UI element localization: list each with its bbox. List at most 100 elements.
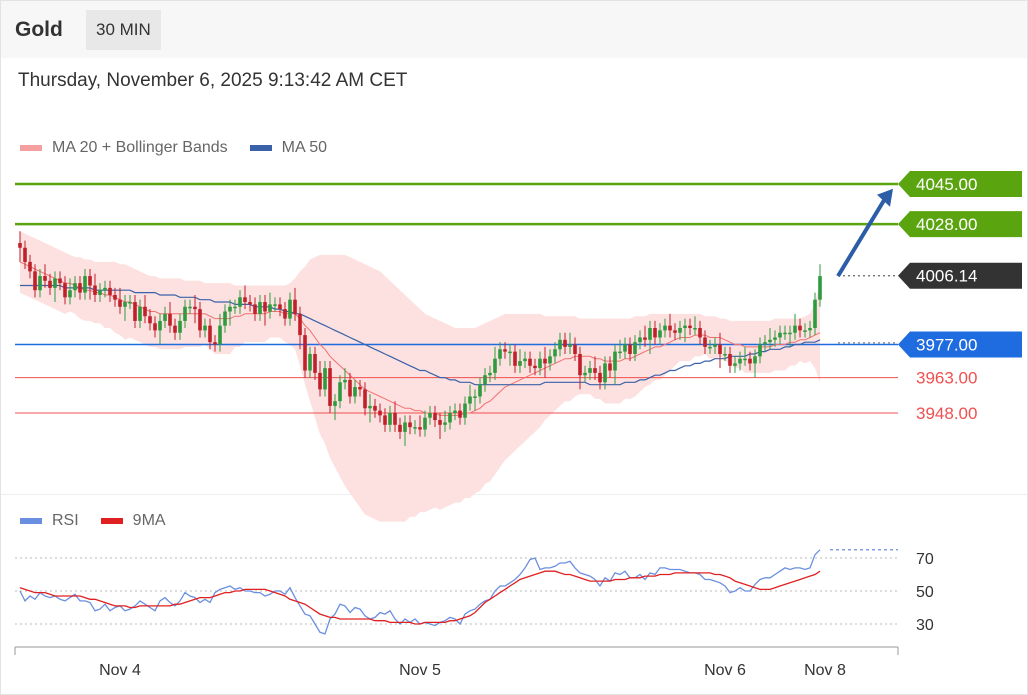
candle-body — [788, 332, 792, 335]
candle-body — [688, 325, 692, 329]
candle-body — [558, 339, 562, 350]
candle-body — [273, 304, 277, 306]
candle-body — [43, 276, 47, 281]
candle-body — [588, 368, 592, 373]
candle-body — [38, 276, 42, 291]
candle-body — [703, 337, 707, 347]
candle-body — [193, 306, 197, 310]
candle-body — [518, 361, 522, 366]
level-tag: 4028.00 — [898, 211, 1022, 238]
target-arrow-head — [877, 188, 893, 207]
candle-body — [523, 358, 527, 362]
candle-body — [543, 358, 547, 364]
legend-item-bollinger: MA 20 + Bollinger Bands — [20, 139, 228, 157]
instrument-title: Gold — [15, 18, 63, 41]
candle-body — [413, 427, 417, 429]
candle-body — [183, 306, 187, 321]
candle-body — [768, 339, 772, 343]
candle-body — [318, 372, 322, 390]
legend-swatch-rsi — [20, 518, 42, 524]
candle-body — [728, 353, 732, 366]
candle-body — [578, 353, 582, 376]
candle-body — [328, 368, 332, 406]
candle-body — [128, 302, 132, 304]
candle-body — [628, 344, 632, 354]
candle-body — [613, 351, 617, 371]
candle-body — [568, 344, 572, 347]
candle-body — [238, 297, 242, 307]
candle-body — [763, 342, 767, 345]
candle-body — [218, 325, 222, 345]
candle-body — [168, 313, 172, 326]
candle-body — [458, 410, 462, 418]
candle-body — [253, 304, 257, 314]
candle-body — [388, 413, 392, 425]
candle-body — [553, 349, 557, 357]
candle-body — [178, 320, 182, 333]
level-tag-bg — [898, 171, 1022, 197]
legend-label-rsi-ma: 9MA — [132, 512, 166, 529]
candle-body — [468, 396, 472, 404]
candle-body — [73, 283, 77, 291]
bollinger-band — [20, 231, 820, 522]
candle-body — [623, 344, 627, 352]
candle-body — [83, 276, 87, 293]
candle-body — [228, 306, 232, 312]
candle-body — [658, 330, 662, 338]
candle-body — [668, 325, 672, 331]
candle-body — [283, 309, 287, 319]
candle-body — [803, 330, 807, 332]
candle-body — [58, 278, 62, 284]
candle-body — [428, 413, 432, 418]
candle-body — [818, 276, 822, 300]
timestamp: Thursday, November 6, 2025 9:13:42 AM CE… — [18, 70, 408, 91]
candle-body — [448, 413, 452, 423]
candle-body — [723, 353, 727, 356]
candle-body — [673, 330, 677, 333]
candle-body — [233, 306, 237, 309]
x-tick-label: Nov 8 — [804, 662, 846, 679]
candle-body — [173, 325, 177, 333]
candle-body — [438, 420, 442, 425]
rsi-ma-line — [19, 570, 821, 625]
candle-body — [443, 422, 447, 425]
candle-body — [118, 299, 122, 307]
candle-body — [268, 304, 272, 312]
candle-body — [333, 401, 337, 406]
candle-body — [583, 372, 587, 376]
candle-body — [113, 294, 117, 300]
candle-body — [533, 365, 537, 369]
ma20-line — [19, 261, 821, 416]
rsi-tick-label: 70 — [916, 551, 934, 568]
x-tick-label: Nov 6 — [704, 662, 746, 679]
candle-body — [423, 417, 427, 430]
level-tag: 4045.00 — [898, 171, 1022, 197]
legend-item-rsi: RSI — [20, 512, 79, 530]
current-price-tag-bg — [898, 262, 1022, 289]
candle-body — [303, 335, 307, 371]
candle-body — [293, 299, 297, 314]
candle-body — [353, 387, 357, 397]
timeframe-button[interactable]: 30 MIN — [86, 10, 161, 50]
candle-body — [573, 344, 577, 354]
candle-body — [223, 311, 227, 326]
candle-body — [548, 356, 552, 364]
candle-body — [608, 363, 612, 371]
candle-body — [453, 410, 457, 413]
candle-body — [643, 337, 647, 340]
candle-body — [773, 337, 777, 340]
candle-body — [68, 290, 72, 298]
candle-body — [93, 285, 97, 295]
legend-swatch-rsi-ma — [100, 518, 123, 524]
candle-body — [683, 325, 687, 329]
candle-body — [308, 353, 312, 371]
candle-body — [158, 320, 162, 331]
candle-body — [278, 304, 282, 310]
candle-body — [203, 325, 207, 331]
current-price-tag: 4006.14 — [898, 262, 1022, 289]
rsi-legend: RSI 9MA — [20, 512, 188, 530]
candle-body — [213, 342, 217, 345]
candle-body — [638, 337, 642, 343]
level-tag-text: 4028.00 — [916, 215, 977, 234]
